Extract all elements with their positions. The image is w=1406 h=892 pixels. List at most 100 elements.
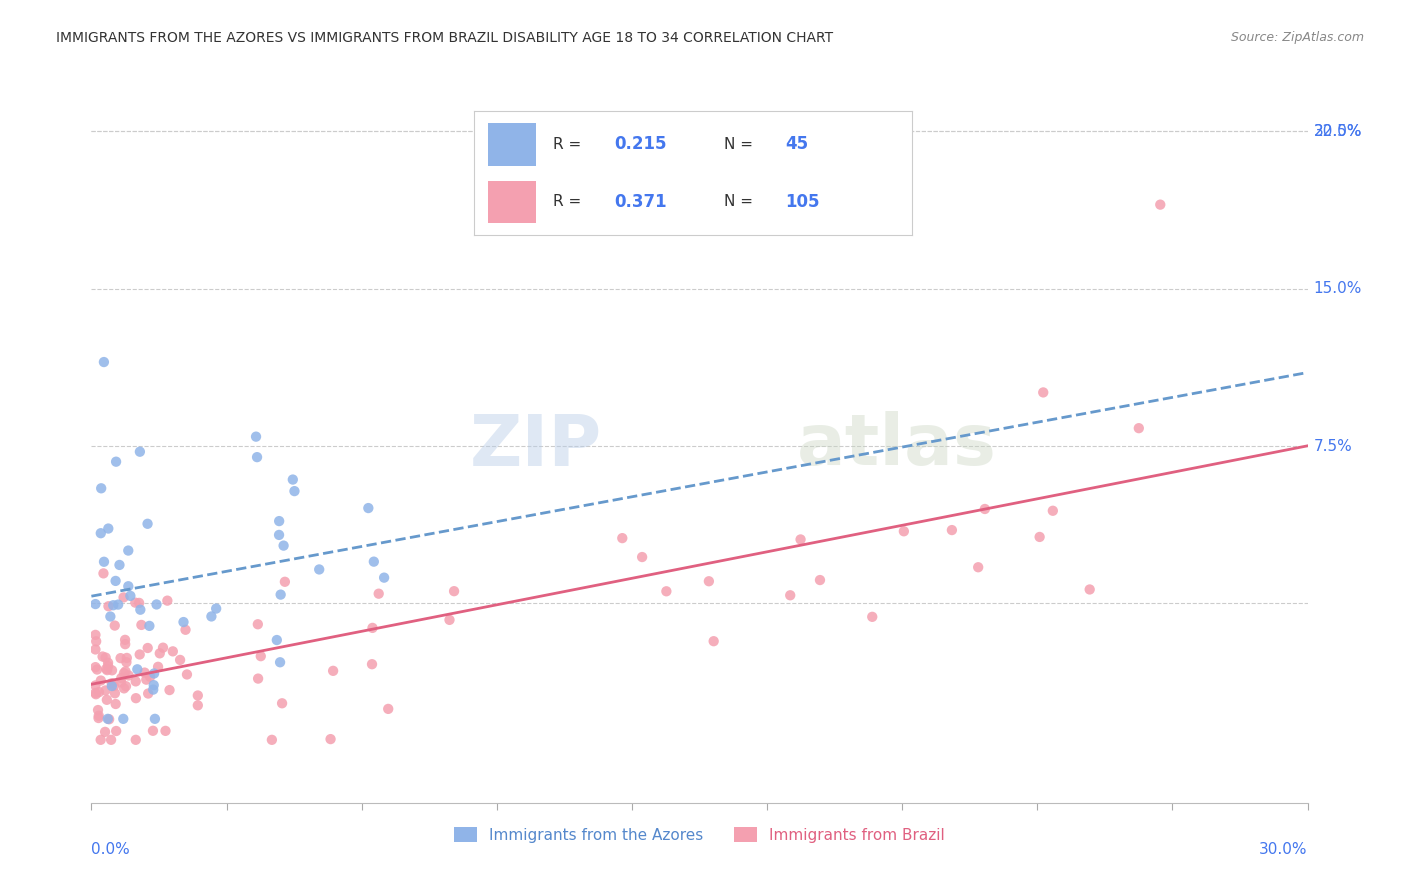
Point xyxy=(128,596,150,610)
Text: 22.5%: 22.5% xyxy=(1313,124,1362,138)
Point xyxy=(90,481,112,495)
Point xyxy=(173,615,195,629)
Point xyxy=(162,644,184,658)
Point xyxy=(98,712,121,726)
Point xyxy=(142,678,165,692)
Point xyxy=(117,543,139,558)
Point xyxy=(138,619,160,633)
Point xyxy=(967,560,990,574)
Point xyxy=(96,663,118,677)
Point xyxy=(367,587,389,601)
Point xyxy=(136,640,159,655)
Point xyxy=(187,698,209,713)
Point xyxy=(169,653,191,667)
Point xyxy=(93,566,115,581)
Text: IMMIGRANTS FROM THE AZORES VS IMMIGRANTS FROM BRAZIL DISABILITY AGE 18 TO 34 COR: IMMIGRANTS FROM THE AZORES VS IMMIGRANTS… xyxy=(56,31,834,45)
Point xyxy=(973,502,995,516)
Point xyxy=(117,579,139,593)
Point xyxy=(357,501,380,516)
Point xyxy=(112,712,135,726)
Point xyxy=(808,573,831,587)
Point xyxy=(281,473,304,487)
Point xyxy=(86,663,108,677)
Point xyxy=(134,665,156,680)
Point xyxy=(142,723,165,738)
Point xyxy=(1128,421,1150,435)
Point xyxy=(131,618,153,632)
Point xyxy=(125,691,148,706)
Point xyxy=(789,533,811,547)
Point xyxy=(363,555,385,569)
Point xyxy=(104,618,127,632)
Text: atlas: atlas xyxy=(797,411,997,481)
Point xyxy=(156,593,179,607)
Text: 7.5%: 7.5% xyxy=(1313,439,1353,453)
Point xyxy=(155,723,177,738)
Text: 30.0%: 30.0% xyxy=(1260,842,1308,857)
Point xyxy=(143,666,166,681)
Point xyxy=(322,664,344,678)
Point xyxy=(139,670,162,684)
Text: 0.0%: 0.0% xyxy=(91,842,131,857)
Point xyxy=(274,574,297,589)
Point xyxy=(142,682,165,697)
Point xyxy=(779,588,801,602)
Point xyxy=(107,598,129,612)
Point xyxy=(91,649,114,664)
Point xyxy=(124,596,146,610)
Point xyxy=(145,598,167,612)
Point xyxy=(361,657,384,672)
Point xyxy=(125,674,148,689)
Point xyxy=(247,672,270,686)
Point xyxy=(612,531,634,545)
Point xyxy=(249,649,271,664)
Point xyxy=(84,634,107,648)
Point xyxy=(84,642,107,657)
Point xyxy=(105,455,128,469)
Point xyxy=(97,522,120,536)
Point xyxy=(270,588,292,602)
Point xyxy=(269,514,291,528)
Point xyxy=(104,574,127,588)
Point xyxy=(439,613,461,627)
Point xyxy=(127,662,149,676)
Point xyxy=(187,689,209,703)
Point xyxy=(97,659,120,673)
Point xyxy=(112,681,135,696)
Point xyxy=(94,650,117,665)
Point xyxy=(90,673,112,688)
Point xyxy=(1032,385,1054,400)
Point xyxy=(110,671,132,685)
Point xyxy=(245,430,267,444)
Point xyxy=(84,597,107,611)
Point xyxy=(176,667,198,681)
Point xyxy=(941,523,963,537)
Point xyxy=(97,599,120,614)
Point xyxy=(655,584,678,599)
Point xyxy=(105,724,128,739)
Point xyxy=(136,687,159,701)
Point xyxy=(697,574,720,589)
Point xyxy=(443,584,465,599)
Point xyxy=(103,599,125,613)
Point xyxy=(115,679,138,693)
Point xyxy=(377,702,399,716)
Point xyxy=(94,724,117,739)
Point xyxy=(269,655,291,669)
Point xyxy=(98,609,121,624)
Point xyxy=(94,683,117,698)
Text: 30.0%: 30.0% xyxy=(1313,124,1362,138)
Point xyxy=(1042,504,1064,518)
Point xyxy=(104,686,127,700)
Point xyxy=(96,662,118,676)
Point xyxy=(120,589,142,603)
Point xyxy=(84,687,107,701)
Point xyxy=(860,610,883,624)
Point xyxy=(319,732,342,747)
Point xyxy=(266,633,288,648)
Point xyxy=(87,708,110,723)
Point xyxy=(93,555,115,569)
Point xyxy=(84,628,107,642)
Point xyxy=(114,637,136,651)
Point xyxy=(114,665,136,679)
